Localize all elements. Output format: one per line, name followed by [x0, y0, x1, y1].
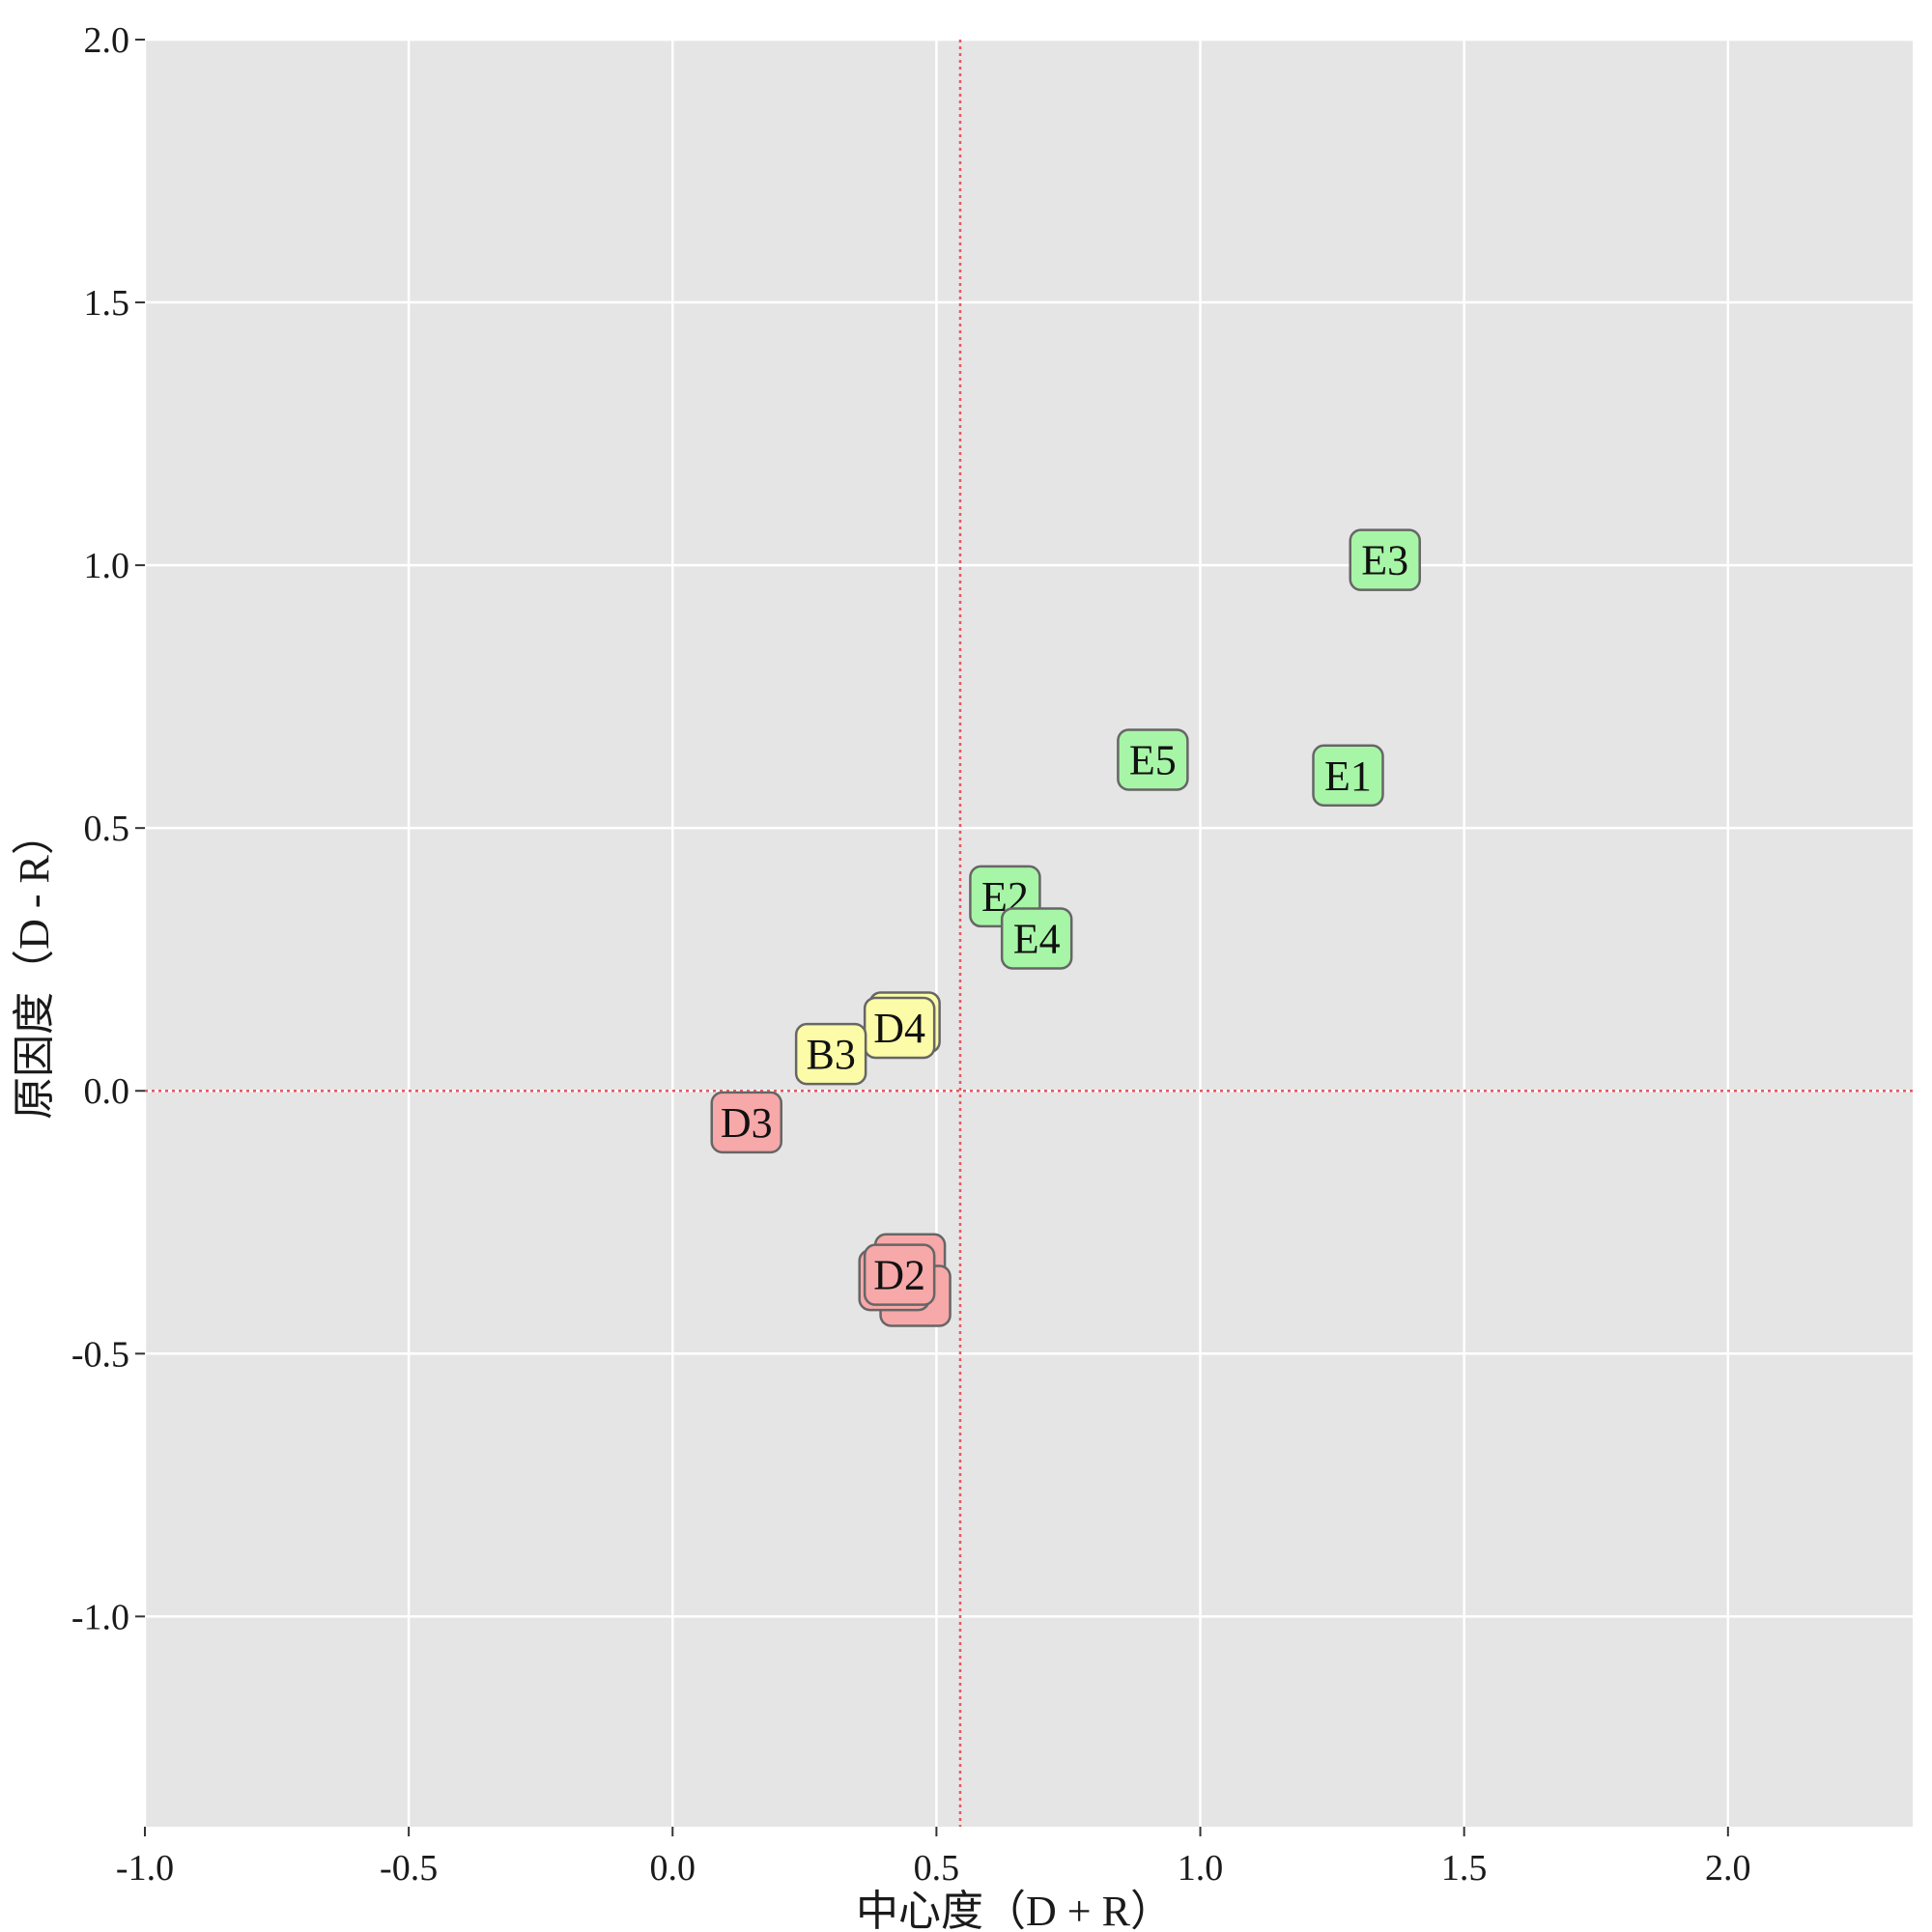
x-tick-label: 0.0	[650, 1848, 696, 1889]
data-point-label: B3	[806, 1031, 855, 1078]
grid-lines	[143, 38, 1913, 1827]
data-point-box	[1312, 744, 1384, 808]
data-point-label: D3	[721, 1099, 773, 1147]
data-point: B3	[794, 1022, 867, 1086]
data-point-box	[1117, 728, 1189, 791]
data-point-label: E4	[1013, 915, 1061, 962]
data-point-label: E1	[1324, 753, 1372, 800]
data-point-box	[1000, 907, 1073, 970]
data-point: D3	[710, 1091, 782, 1154]
y-tick-label: -0.5	[71, 1334, 129, 1375]
data-point: D4	[863, 996, 936, 1060]
data-point-label: D2	[873, 1252, 925, 1299]
data-point-label: E3	[1361, 537, 1408, 584]
data-point-box	[863, 1243, 936, 1306]
reference-lines	[145, 40, 1913, 1827]
x-tick-label: -0.5	[380, 1848, 438, 1889]
x-tick-label: 0.5	[914, 1848, 960, 1889]
data-point-box	[794, 1022, 867, 1086]
x-tick-label: 1.0	[1178, 1848, 1224, 1889]
y-tick-label: 0.0	[84, 1071, 130, 1112]
y-tick-label: 0.5	[84, 809, 130, 849]
data-point-box	[710, 1091, 782, 1154]
y-axis-title: 原因度（D - R）	[11, 812, 58, 1120]
data-point: E1	[1312, 744, 1384, 808]
data-point: D2	[863, 1243, 936, 1306]
x-tick-label: -1.0	[116, 1848, 174, 1889]
data-point-label: D4	[873, 1005, 925, 1052]
data-point-label: E5	[1129, 736, 1177, 783]
data-point-box	[1349, 528, 1421, 591]
y-tick-label: 2.0	[84, 20, 130, 61]
data-point-box	[863, 996, 936, 1060]
data-point: E4	[1000, 907, 1073, 970]
data-point: E5	[1117, 728, 1189, 791]
y-tick-label: 1.0	[84, 546, 130, 586]
axes: -1.0 -0.5 0.0 0.5 1.0 1.5 2.0 -1.0 -0.5 0.0 0.5 1.0…	[71, 20, 1751, 1889]
x-tick-label: 1.5	[1441, 1848, 1488, 1889]
x-axis-title: 中心度（D + R）	[856, 1888, 1173, 1932]
data-point: E3	[1349, 528, 1421, 591]
y-tick-label: 1.5	[84, 283, 130, 324]
x-tick-label: 2.0	[1705, 1848, 1751, 1889]
y-tick-label: -1.0	[71, 1597, 129, 1637]
